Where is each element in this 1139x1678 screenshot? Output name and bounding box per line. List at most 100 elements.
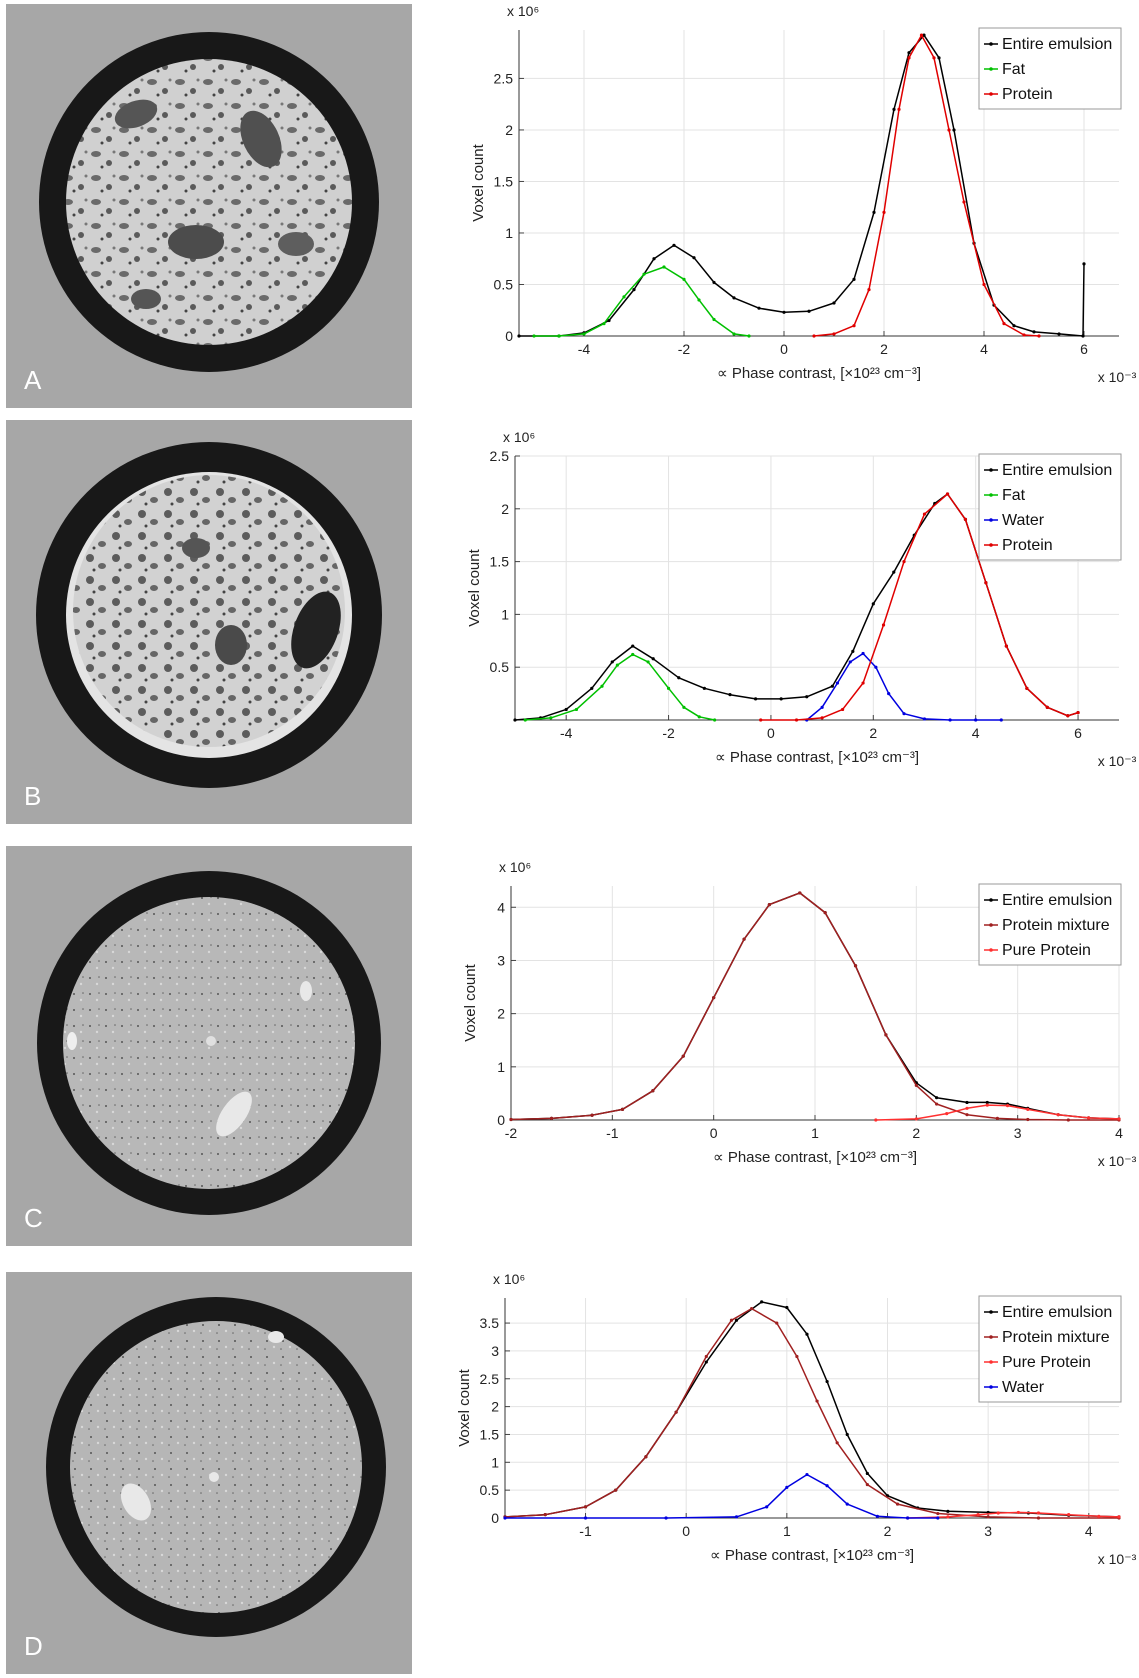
data-point bbox=[1087, 1116, 1091, 1120]
data-point bbox=[702, 686, 706, 690]
data-point bbox=[549, 716, 553, 720]
data-point bbox=[674, 1410, 678, 1414]
data-point bbox=[759, 718, 763, 722]
data-point bbox=[557, 334, 561, 338]
data-point bbox=[865, 1471, 869, 1476]
data-point bbox=[574, 707, 579, 712]
x-tick-label: 4 bbox=[980, 341, 988, 357]
y-multiplier: x 10⁶ bbox=[503, 429, 535, 445]
data-point bbox=[747, 334, 751, 338]
x-tick-label: 0 bbox=[682, 1523, 690, 1539]
data-point bbox=[1076, 711, 1080, 715]
data-point bbox=[962, 200, 966, 204]
data-point bbox=[832, 332, 836, 336]
data-point bbox=[644, 1455, 648, 1459]
data-point bbox=[1057, 332, 1061, 336]
legend-marker bbox=[989, 1310, 993, 1314]
data-point bbox=[1022, 333, 1026, 337]
micrograph-d: D bbox=[6, 1272, 412, 1674]
legend-label: Protein mixture bbox=[1002, 917, 1110, 934]
data-point bbox=[935, 1096, 939, 1100]
y-tick-label: 0.5 bbox=[480, 1482, 500, 1498]
data-point bbox=[907, 56, 911, 60]
data-point bbox=[765, 1505, 769, 1509]
legend-label: Protein bbox=[1002, 86, 1053, 103]
data-point bbox=[590, 1113, 594, 1117]
series-protein-mixture bbox=[509, 891, 1121, 1122]
data-point bbox=[583, 1516, 588, 1520]
legend-box bbox=[978, 883, 1122, 966]
legend-box bbox=[978, 453, 1122, 561]
data-point bbox=[825, 1484, 829, 1488]
data-point bbox=[615, 663, 619, 667]
data-point bbox=[704, 1354, 708, 1359]
series-fat bbox=[532, 265, 751, 338]
panel-label-a: A bbox=[24, 365, 42, 395]
data-point bbox=[832, 301, 836, 305]
data-point bbox=[620, 1107, 625, 1111]
x-multiplier: x 10⁻³ bbox=[1098, 753, 1137, 769]
histogram-a: -4 -2 0 2 4 6 0 0.5 1 1.5 2 2.5 Entire emulsion Fat Pr… bbox=[470, 0, 1139, 418]
data-point bbox=[682, 705, 686, 709]
data-point bbox=[632, 288, 636, 292]
data-point bbox=[805, 1472, 809, 1477]
x-multiplier: x 10⁻³ bbox=[1098, 369, 1137, 385]
x-axis-title: ∝ Phase contrast, [×10²³ cm⁻³] bbox=[717, 365, 921, 382]
x-axis-title: ∝ Phase contrast, [×10²³ cm⁻³] bbox=[710, 1547, 914, 1564]
data-point bbox=[564, 707, 568, 712]
data-point bbox=[845, 1432, 849, 1437]
y-tick-label: 0 bbox=[505, 328, 513, 344]
data-point bbox=[853, 964, 858, 968]
x-axis-title: ∝ Phase contrast, [×10²³ cm⁻³] bbox=[715, 749, 919, 766]
data-point bbox=[782, 310, 786, 314]
x-tick-label: -4 bbox=[560, 725, 573, 741]
data-point bbox=[852, 277, 856, 281]
legend-marker bbox=[989, 518, 993, 522]
data-point bbox=[948, 718, 952, 722]
data-point bbox=[662, 265, 666, 269]
data-point bbox=[607, 318, 611, 323]
histogram-d-svg: -1 0 1 2 3 4 0 0.5 1 1.5 2 2.5 3 3.5 Entire emulsion Pr… bbox=[456, 1271, 1137, 1567]
legend-marker bbox=[989, 923, 993, 927]
data-point bbox=[732, 296, 736, 300]
data-point bbox=[902, 560, 906, 564]
data-point bbox=[952, 128, 956, 132]
x-tick-label: 2 bbox=[884, 1523, 892, 1539]
data-point bbox=[835, 681, 840, 685]
data-point bbox=[965, 1106, 969, 1110]
data-point bbox=[852, 324, 856, 328]
y-multiplier: x 10⁶ bbox=[493, 1271, 525, 1287]
legend-label: Fat bbox=[1002, 61, 1026, 78]
data-point bbox=[963, 517, 968, 521]
data-point bbox=[795, 1354, 799, 1359]
y-axis-title: Voxel count bbox=[462, 963, 479, 1041]
y-tick-label: 0 bbox=[491, 1510, 499, 1526]
x-tick-label: 0 bbox=[780, 341, 788, 357]
data-point bbox=[835, 1441, 839, 1445]
y-multiplier: x 10⁶ bbox=[499, 859, 531, 875]
data-point bbox=[914, 1117, 918, 1121]
legend-label: Protein mixture bbox=[1002, 1329, 1110, 1346]
data-point bbox=[874, 665, 878, 669]
data-point bbox=[600, 684, 604, 688]
data-point bbox=[965, 1113, 969, 1117]
y-tick-label: 2 bbox=[505, 122, 513, 138]
data-point bbox=[947, 128, 951, 132]
legend-label: Entire emulsion bbox=[1002, 1304, 1112, 1321]
y-tick-label: 2 bbox=[501, 501, 509, 517]
data-point bbox=[871, 602, 875, 606]
data-point bbox=[760, 1300, 764, 1304]
data-point bbox=[651, 657, 655, 661]
data-point bbox=[872, 210, 876, 214]
series-pure-protein bbox=[906, 1510, 1121, 1520]
legend-marker bbox=[989, 1385, 993, 1389]
legend: Entire emulsion Fat Water Protein bbox=[978, 453, 1122, 561]
x-tick-label: 3 bbox=[1014, 1125, 1022, 1141]
data-point bbox=[922, 512, 927, 516]
micrograph-a-image bbox=[39, 32, 379, 372]
x-tick-label: 0 bbox=[767, 725, 775, 741]
x-tick-label: -2 bbox=[678, 341, 691, 357]
data-point bbox=[509, 1117, 513, 1122]
data-point bbox=[965, 1100, 969, 1105]
y-tick-label: 3.5 bbox=[480, 1315, 500, 1331]
